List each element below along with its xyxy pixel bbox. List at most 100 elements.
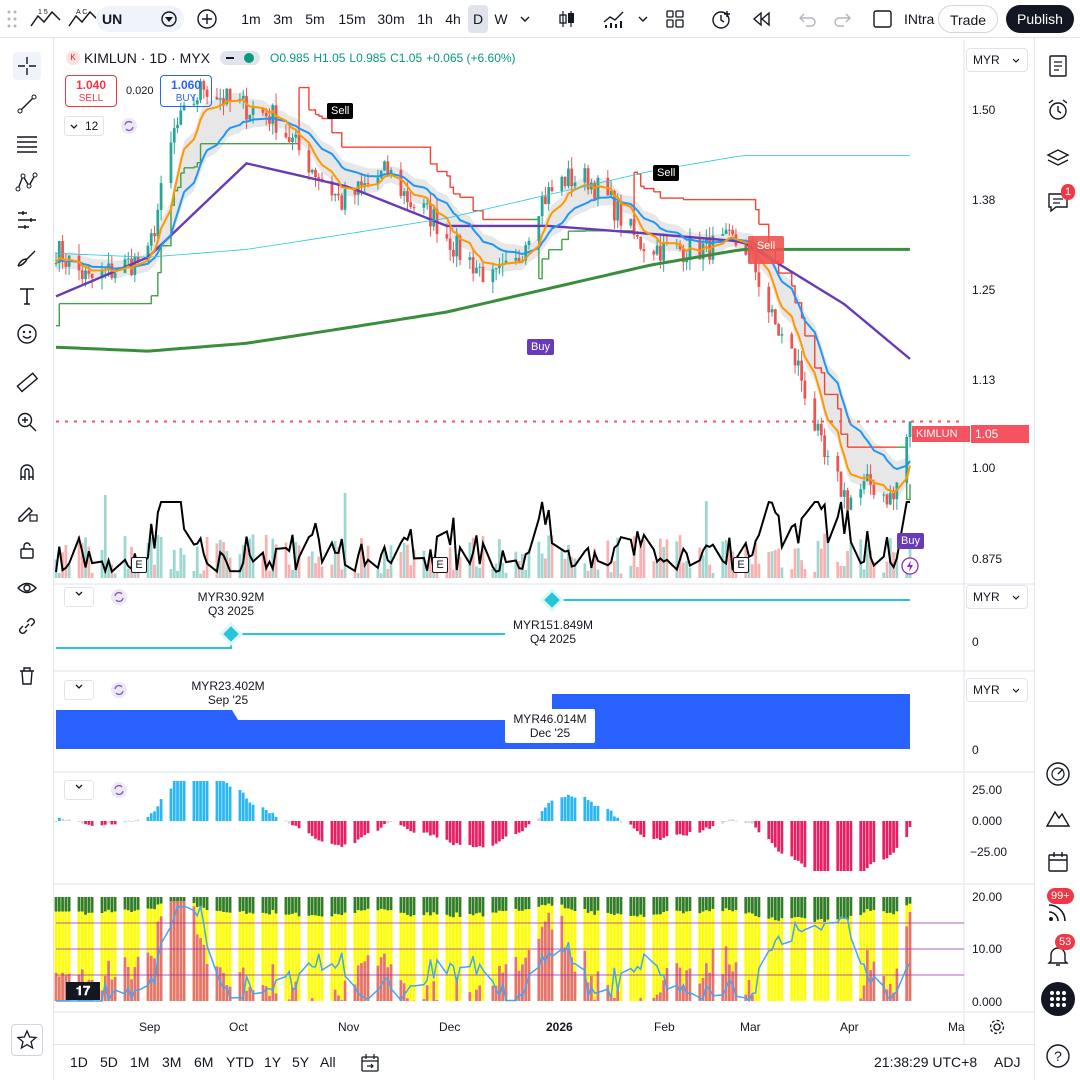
chevron-down-icon[interactable] — [518, 12, 532, 26]
sync-icon[interactable] — [110, 781, 128, 799]
trade-button[interactable]: Trade — [938, 5, 998, 33]
signal-buy-label[interactable]: Buy — [527, 339, 554, 355]
currency-selector-income[interactable]: MYR — [966, 678, 1028, 702]
earnings-marker[interactable]: E — [733, 557, 749, 573]
pane-collapse-button[interactable] — [64, 587, 94, 607]
sync-icon[interactable] — [110, 588, 128, 606]
watchlist-star-button[interactable] — [11, 1024, 43, 1056]
range-ytd[interactable]: YTD — [226, 1054, 254, 1070]
currency-selector-revenue[interactable]: MYR — [966, 585, 1028, 609]
measure-tool[interactable] — [13, 206, 41, 234]
indicator-template-label[interactable]: INtra — [904, 11, 935, 27]
signal-sell-label[interactable]: Sell — [653, 165, 680, 181]
redo-icon[interactable] — [832, 8, 854, 30]
range-3m[interactable]: 3M — [162, 1054, 182, 1070]
legend-title[interactable]: KIMLUN · 1D · MYX — [84, 50, 211, 66]
trendline-tool[interactable] — [13, 90, 41, 118]
flash-icon[interactable] — [900, 556, 920, 576]
emoji-tool[interactable] — [13, 320, 41, 348]
remove-drawings-tool[interactable] — [13, 662, 41, 690]
interval-5m[interactable]: 5m — [305, 11, 325, 27]
text-tool[interactable] — [13, 282, 41, 310]
replay-icon[interactable] — [750, 8, 772, 30]
ruler-tool[interactable] — [13, 368, 41, 396]
sync-icon[interactable] — [110, 681, 128, 699]
indicators-toggle[interactable]: 12 — [64, 116, 104, 136]
apps-button[interactable] — [1041, 982, 1075, 1016]
range-1m[interactable]: 1M — [130, 1054, 150, 1070]
fib-tool[interactable] — [13, 130, 41, 158]
object-tree-button[interactable] — [1044, 144, 1072, 172]
tradingview-logo[interactable]: 𝟏𝟕 — [66, 982, 100, 1000]
hide-tool[interactable] — [13, 574, 41, 602]
adj-toggle[interactable]: ADJ — [994, 1054, 1021, 1070]
watchlist-button[interactable] — [1044, 52, 1072, 80]
currency-selector-main[interactable]: MYR — [966, 48, 1028, 72]
help-button[interactable]: ? — [1044, 1042, 1072, 1070]
vol-structure-green — [399, 897, 403, 913]
interval-d[interactable]: D — [468, 5, 488, 33]
symbol-search[interactable]: UN — [96, 6, 184, 32]
chart-canvas[interactable] — [0, 0, 1034, 1044]
interval-30m[interactable]: 30m — [377, 11, 405, 27]
signal-sell-label[interactable]: Sell — [327, 103, 354, 119]
ideas-stream-button[interactable] — [1044, 898, 1072, 926]
alerts-button[interactable] — [1044, 96, 1072, 124]
date-range-icon[interactable] — [360, 1053, 380, 1073]
earnings-marker[interactable]: E — [131, 557, 147, 573]
vol-structure-green — [176, 897, 179, 903]
interval-1m[interactable]: 1m — [241, 11, 261, 27]
range-all[interactable]: All — [320, 1054, 336, 1070]
candle-style-icon[interactable] — [556, 8, 578, 30]
settings-gear-icon[interactable] — [988, 1018, 1006, 1036]
pane-collapse-button[interactable] — [64, 680, 94, 700]
range-1y[interactable]: 1Y — [264, 1054, 282, 1070]
multi-chart-icon[interactable]: 1 5 — [28, 6, 64, 30]
calendar-button[interactable] — [1044, 848, 1072, 876]
publish-button[interactable]: Publish — [1006, 5, 1074, 33]
oscillator-bar — [251, 804, 255, 821]
clock-readout[interactable]: 21:38:29 UTC+8 — [874, 1054, 978, 1070]
vol-structure-red — [675, 963, 679, 1001]
interval-1h[interactable]: 1h — [417, 11, 433, 27]
interval-4h[interactable]: 4h — [445, 11, 461, 27]
undo-icon[interactable] — [796, 8, 818, 30]
sync-icon[interactable] — [120, 117, 138, 135]
crosshair-tool[interactable] — [13, 52, 41, 80]
lock-tool[interactable] — [13, 536, 41, 564]
indicators-icon[interactable] — [602, 8, 626, 30]
hotlists-button[interactable] — [1044, 760, 1072, 788]
fullscreen-icon[interactable] — [872, 9, 894, 29]
alert-clock-icon[interactable] — [710, 8, 734, 30]
drag-handle-icon[interactable] — [4, 8, 30, 30]
sell-button[interactable]: 1.040 SELL — [65, 75, 117, 107]
range-5d[interactable]: 5D — [100, 1054, 118, 1070]
pine-button[interactable] — [1044, 804, 1072, 832]
range-5y[interactable]: 5Y — [292, 1054, 310, 1070]
chevron-down-icon[interactable] — [636, 12, 650, 26]
signal-sell-label[interactable]: Sell — [748, 236, 784, 264]
earnings-marker[interactable]: E — [432, 557, 448, 573]
favorite-dropdown-icon[interactable] — [160, 10, 178, 28]
pane-collapse-button[interactable] — [64, 780, 94, 800]
layouts-icon[interactable] — [664, 8, 686, 30]
interval-w[interactable]: W — [494, 11, 508, 27]
volume-bar — [567, 544, 570, 578]
range-6m[interactable]: 6M — [194, 1054, 214, 1070]
link-tool[interactable] — [13, 612, 41, 640]
candle-body — [360, 181, 363, 186]
volume-bar — [57, 572, 61, 578]
buy-button[interactable]: 1.060 BUY — [160, 75, 212, 107]
compare-chart-icon[interactable]: A C — [66, 6, 102, 30]
interval-3m[interactable]: 3m — [273, 11, 293, 27]
interval-15m[interactable]: 15m — [338, 11, 366, 27]
add-symbol-icon[interactable] — [196, 8, 218, 30]
zoom-tool[interactable] — [13, 408, 41, 436]
pattern-tool[interactable] — [13, 168, 41, 196]
market-status-badge[interactable] — [220, 51, 261, 65]
brush-tool[interactable] — [13, 244, 41, 272]
magnet-tool[interactable] — [13, 458, 41, 486]
signal-buy-label[interactable]: Buy — [897, 533, 924, 549]
range-1d[interactable]: 1D — [70, 1054, 88, 1070]
lock-drawing-tool[interactable] — [13, 498, 41, 526]
